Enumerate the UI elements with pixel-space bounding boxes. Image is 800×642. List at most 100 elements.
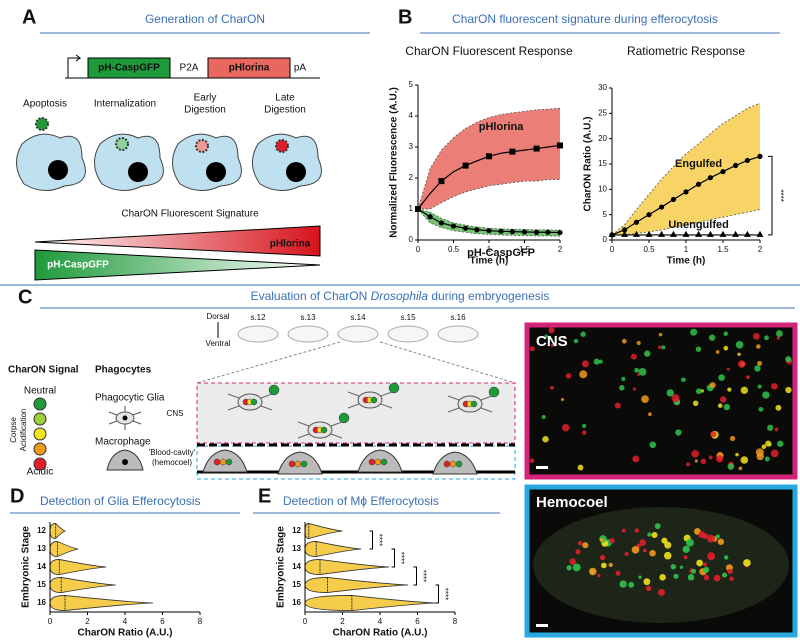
y-tick-label: 12 bbox=[292, 526, 301, 535]
image-label: CNS bbox=[536, 333, 568, 350]
series-label: Unengulfed bbox=[668, 219, 729, 231]
corpse bbox=[288, 460, 296, 468]
embryo-outline bbox=[533, 507, 789, 623]
signal-dot bbox=[663, 551, 672, 560]
signal-dot bbox=[765, 440, 772, 447]
x-axis-label: Time (h) bbox=[667, 256, 706, 267]
signal-dot bbox=[593, 358, 600, 365]
corpse bbox=[35, 117, 49, 131]
signal-dot bbox=[724, 555, 729, 560]
marker bbox=[486, 153, 492, 160]
signal-dot bbox=[631, 545, 640, 554]
signal-dot bbox=[707, 552, 716, 561]
signal-dot bbox=[658, 332, 663, 337]
y-tick-label: 20 bbox=[598, 134, 607, 143]
x-axis-label: CharON Ratio (A.U.) bbox=[78, 628, 173, 639]
signal-dot bbox=[692, 400, 699, 407]
violin bbox=[49, 577, 116, 593]
signal-dot bbox=[686, 462, 691, 467]
sig-bracket bbox=[435, 584, 439, 604]
construct-label: P2A bbox=[180, 63, 199, 74]
cell bbox=[15, 133, 86, 192]
x-tick-label: 0 bbox=[303, 617, 308, 626]
signal-dot bbox=[581, 360, 589, 368]
signal-dot bbox=[681, 377, 686, 383]
corpse bbox=[250, 398, 258, 406]
signal-dot bbox=[713, 574, 721, 582]
sig-bracket bbox=[369, 530, 373, 550]
signal-dot bbox=[566, 565, 572, 571]
x-tick-label: 1.5 bbox=[519, 245, 531, 254]
signal-dot bbox=[764, 335, 769, 341]
signature-title: CharON Fluorescent Signature bbox=[121, 209, 259, 220]
panel-label: E bbox=[258, 485, 271, 507]
signal-dot bbox=[597, 574, 601, 578]
marker bbox=[720, 169, 726, 175]
signal-dot bbox=[743, 559, 751, 567]
signal-dot bbox=[785, 386, 792, 394]
stage-label: Digestion bbox=[264, 105, 306, 116]
x-tick-label: 2 bbox=[558, 245, 563, 254]
scale-bar bbox=[536, 466, 548, 469]
marker bbox=[632, 230, 640, 237]
region-label: 'Blood-cavity' bbox=[149, 448, 196, 457]
signal-dot bbox=[550, 385, 554, 390]
signal-dot bbox=[727, 387, 732, 392]
marker bbox=[557, 229, 563, 236]
panel-label: B bbox=[398, 6, 412, 28]
signal-dot bbox=[649, 549, 656, 557]
signal-dot bbox=[700, 458, 707, 465]
signal-dot bbox=[715, 350, 720, 354]
marker bbox=[462, 225, 469, 231]
signal-dot bbox=[619, 385, 625, 391]
marker bbox=[756, 230, 764, 237]
signal-dot bbox=[582, 423, 587, 428]
gradient-label: pHlorina bbox=[270, 239, 311, 250]
signal-dot bbox=[746, 375, 750, 380]
marker bbox=[521, 229, 528, 235]
embryo bbox=[337, 325, 379, 343]
signal-dot bbox=[707, 534, 715, 543]
signal-dot bbox=[598, 359, 603, 364]
construct-label: pH-CaspGFP bbox=[98, 63, 160, 74]
y-tick-label: 10 bbox=[598, 184, 607, 193]
legend-title: Phagocytes bbox=[95, 365, 152, 376]
signal-dot bbox=[575, 549, 581, 555]
signal-dot bbox=[582, 542, 589, 549]
charts: CharON Fluorescent Response pHlorina pH-Ca… bbox=[10, 44, 785, 639]
y-tick-label: 2 bbox=[409, 173, 414, 182]
signal-dot bbox=[638, 575, 642, 579]
x-axis-label: CharON Ratio (A.U.) bbox=[333, 628, 428, 639]
signal-dot bbox=[569, 558, 576, 565]
signal-dot bbox=[715, 534, 720, 539]
signal-dot bbox=[709, 382, 716, 389]
signal-dot bbox=[673, 573, 679, 579]
image-cns bbox=[524, 322, 798, 480]
stage-label: Apoptosis bbox=[23, 99, 67, 110]
chart-title: Ratiometric Response bbox=[627, 44, 745, 58]
signal-dot bbox=[644, 350, 651, 357]
title-part: Evaluation of CharON bbox=[251, 289, 371, 303]
y-tick-label: 12 bbox=[37, 526, 46, 535]
violin bbox=[304, 523, 343, 539]
y-tick-label: 15 bbox=[598, 159, 607, 168]
marker bbox=[450, 223, 457, 229]
signal-dot bbox=[541, 415, 546, 420]
x-tick-label: 0.5 bbox=[643, 245, 655, 254]
violin bbox=[304, 595, 437, 611]
marker bbox=[438, 220, 445, 226]
signal-dot bbox=[722, 572, 728, 578]
signal-dot bbox=[740, 456, 749, 464]
signal-dot bbox=[752, 332, 760, 340]
stage-label: s.13 bbox=[300, 313, 316, 322]
signal-dot bbox=[754, 365, 761, 372]
gradient-label: pH-CaspGFP bbox=[47, 260, 109, 271]
signal-dot bbox=[756, 344, 761, 349]
panel-title: CharON fluorescent signature during effe… bbox=[452, 12, 718, 26]
marker bbox=[683, 189, 689, 195]
error-band bbox=[612, 103, 760, 235]
corpse bbox=[470, 400, 478, 408]
signal-dot bbox=[579, 370, 588, 379]
signal-dot bbox=[542, 436, 549, 443]
gradient bbox=[34, 249, 321, 281]
